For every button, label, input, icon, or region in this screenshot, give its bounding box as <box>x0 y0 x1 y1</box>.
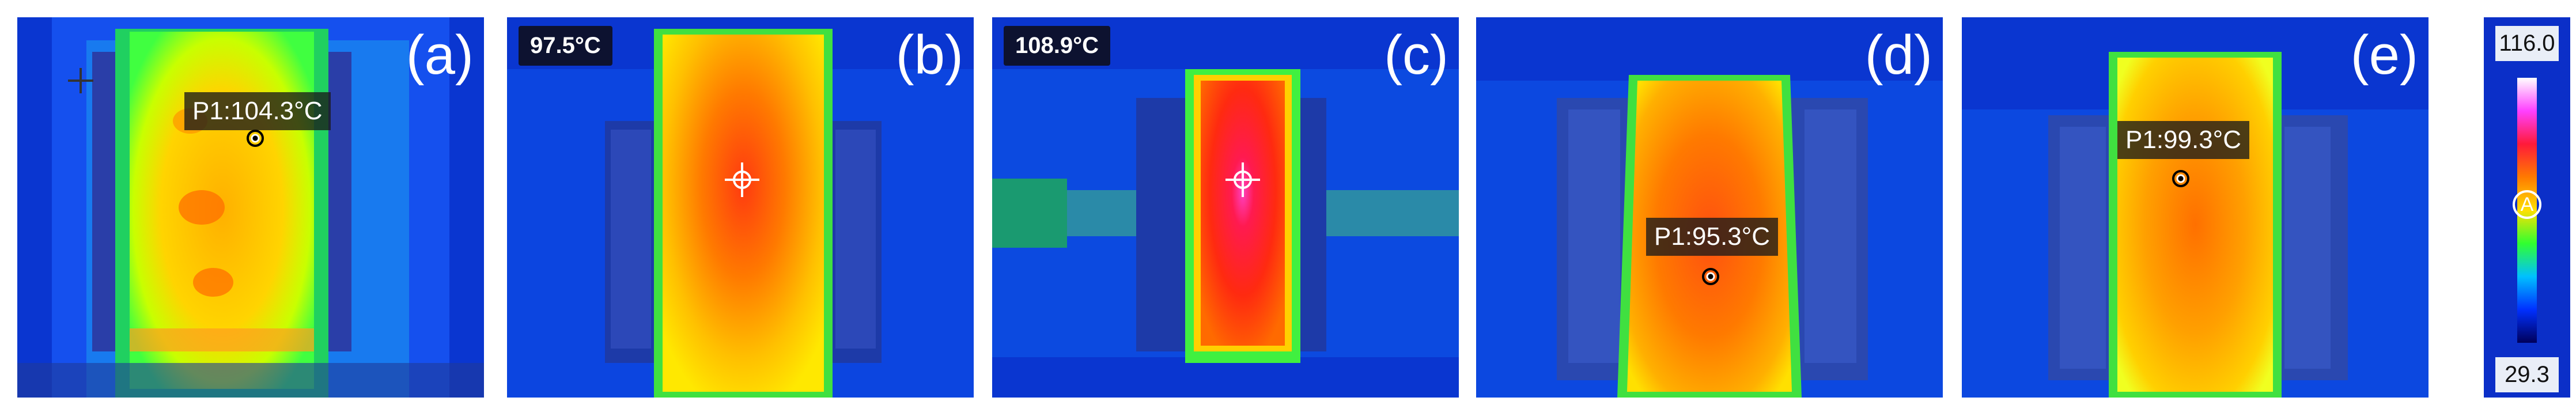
thermal-image-a <box>17 17 484 398</box>
point-label-p1: P1:104.3°C <box>184 92 331 130</box>
point-label-p1: P1:99.3°C <box>2117 121 2250 159</box>
thermal-panel-a: P1:104.3°C (a) <box>17 17 484 398</box>
thermal-panel-d: P1:95.3°C (d) <box>1476 17 1943 398</box>
thermal-image-e <box>1962 17 2429 398</box>
thermal-panel-b: 97.5°C (b) <box>507 17 974 398</box>
scale-min-value: 29.3 <box>2495 357 2559 392</box>
thermal-image-c <box>992 17 1459 398</box>
panel-letter: (c) <box>1384 24 1448 86</box>
panel-letter: (e) <box>2350 24 2418 86</box>
auto-mode-icon: A <box>2513 190 2541 219</box>
thermal-image-b <box>507 17 974 398</box>
thermal-panel-e: P1:99.3°C (e) <box>1962 17 2429 398</box>
panel-letter: (b) <box>895 24 963 86</box>
thermal-panel-c: 108.9°C (c) <box>992 17 1459 398</box>
measurement-point-marker <box>2172 170 2189 187</box>
temperature-color-scale: 116.0 A 29.3 <box>2484 17 2570 398</box>
temperature-badge: 108.9°C <box>1004 26 1110 66</box>
crosshair-icon <box>725 162 759 197</box>
scale-max-value: 116.0 <box>2495 26 2559 61</box>
point-label-p1: P1:95.3°C <box>1646 218 1779 256</box>
panel-letter: (a) <box>406 24 474 86</box>
measurement-point-marker <box>247 130 264 147</box>
measurement-point-marker <box>1702 268 1719 285</box>
panel-letter: (d) <box>1864 24 1932 86</box>
plus-icon <box>68 68 93 93</box>
temperature-badge: 97.5°C <box>519 26 612 66</box>
crosshair-icon <box>1225 162 1260 197</box>
